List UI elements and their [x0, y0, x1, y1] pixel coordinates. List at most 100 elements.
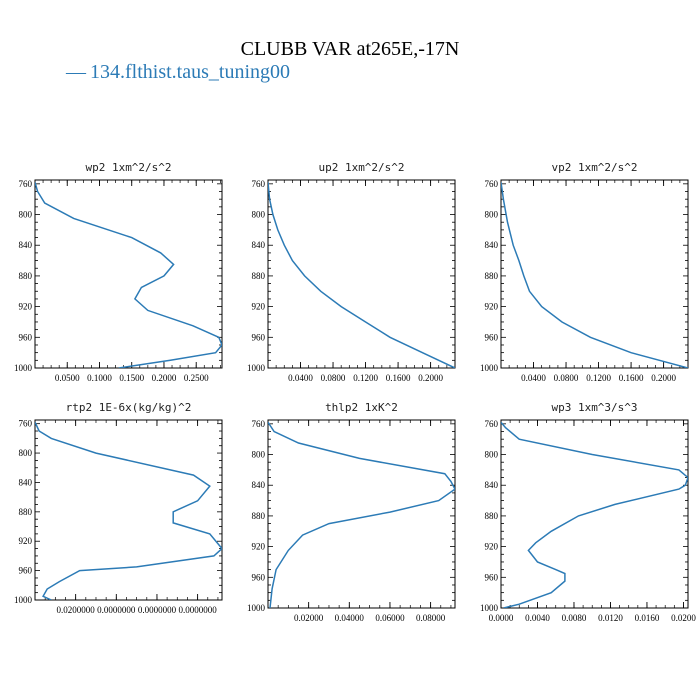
series-line [501, 182, 688, 368]
panel-1: wp2 1xm^2/s^2 760 800 840 880 920 960 1000 0.050… [14, 161, 223, 383]
x-tick-label: 0.2000 [152, 373, 177, 383]
x-tick-label: 0.0500 [55, 373, 80, 383]
panel-frame [34, 419, 223, 601]
x-tick-label: 0.1500 [119, 373, 144, 383]
y-tick-label: 800 [485, 450, 499, 460]
y-tick-label: 960 [19, 332, 33, 342]
y-tick-label: 840 [19, 240, 33, 250]
x-tick-label: 0.1200 [353, 373, 378, 383]
y-tick-label: 880 [252, 511, 266, 521]
y-tick-label: 1000 [247, 363, 266, 373]
x-tick-label: 0.06000 [375, 613, 405, 623]
x-tick-label: 0.0000000 [178, 605, 217, 615]
y-tick-label: 1000 [14, 363, 33, 373]
x-tick-label: 0.2500 [184, 373, 209, 383]
y-tick-label: 760 [19, 419, 33, 429]
panel-title: thlp2 1xK^2 [325, 401, 398, 414]
x-tick-label: 0.1600 [619, 373, 644, 383]
y-tick-label: 920 [485, 302, 499, 312]
y-tick-label: 840 [485, 480, 499, 490]
y-tick-label: 760 [252, 179, 266, 189]
y-tick-label: 880 [485, 511, 499, 521]
x-tick-label: 0.0120 [598, 613, 623, 623]
x-tick-label: 0.0000 [489, 613, 514, 623]
x-tick-label: 0.0000000 [97, 605, 136, 615]
y-tick-label: 840 [252, 240, 266, 250]
y-tick-label: 960 [19, 566, 33, 576]
panel-frame [500, 419, 689, 609]
y-tick-label: 880 [252, 271, 266, 281]
panel-frame [500, 179, 689, 369]
x-tick-label: 0.04000 [335, 613, 365, 623]
y-tick-label: 760 [252, 419, 266, 429]
y-tick-label: 840 [252, 480, 266, 490]
x-tick-label: 0.0400 [288, 373, 313, 383]
y-tick-label: 800 [485, 210, 499, 220]
panels: wp2 1xm^2/s^2 760 800 840 880 920 960 1000 0.050… [14, 161, 696, 623]
y-tick-label: 840 [19, 477, 33, 487]
y-tick-label: 760 [19, 179, 33, 189]
y-tick-label: 1000 [480, 603, 499, 613]
x-tick-label: 0.1000 [87, 373, 112, 383]
panel-title: up2 1xm^2/s^2 [318, 161, 404, 174]
panel-4: rtp2 1E-6x(kg/kg)^2 760 800 840 880 920 960 100… [14, 401, 223, 615]
x-tick-label: 0.02000 [294, 613, 324, 623]
panel-title: wp2 1xm^2/s^2 [85, 161, 171, 174]
y-tick-label: 800 [19, 210, 33, 220]
x-tick-label: 0.0200000 [57, 605, 96, 615]
y-tick-label: 920 [485, 542, 499, 552]
y-tick-label: 920 [252, 302, 266, 312]
x-tick-label: 0.0040 [525, 613, 550, 623]
panel-6: wp3 1xm^3/s^3 760 800 840 880 920 960 10000.000… [480, 401, 696, 623]
panel-title: wp3 1xm^3/s^3 [551, 401, 637, 414]
x-tick-label: 0.0160 [635, 613, 660, 623]
y-tick-label: 960 [485, 572, 499, 582]
x-tick-label: 0.0000000 [138, 605, 177, 615]
x-tick-label: 0.2000 [418, 373, 443, 383]
panel-frame [267, 179, 456, 369]
x-tick-label: 0.08000 [416, 613, 446, 623]
y-tick-label: 960 [485, 332, 499, 342]
x-tick-label: 0.0080 [562, 613, 587, 623]
series-line [268, 182, 455, 368]
legend-line-glyph: — [65, 61, 87, 83]
y-tick-label: 1000 [247, 603, 266, 613]
y-tick-label: 960 [252, 332, 266, 342]
x-tick-label: 0.0800 [554, 373, 579, 383]
y-tick-label: 880 [19, 507, 33, 517]
y-tick-label: 840 [485, 240, 499, 250]
y-tick-label: 1000 [480, 363, 499, 373]
y-tick-label: 1000 [14, 595, 33, 605]
series-line [501, 421, 688, 608]
y-tick-label: 960 [252, 572, 266, 582]
series-line [35, 182, 222, 368]
panel-frame [267, 419, 456, 609]
y-tick-label: 920 [19, 536, 33, 546]
y-tick-label: 800 [252, 210, 266, 220]
x-tick-label: 0.0200 [671, 613, 696, 623]
panel-frame [34, 179, 223, 369]
y-tick-label: 920 [19, 302, 33, 312]
panel-title: rtp2 1E-6x(kg/kg)^2 [66, 401, 192, 414]
x-tick-label: 0.1200 [586, 373, 611, 383]
panel-5: thlp2 1xK^2 760 800 840 880 920 960 1000 0.02000… [247, 401, 456, 623]
panel-2: up2 1xm^2/s^2 760 800 840 880 920 960 1000 0.040… [247, 161, 456, 383]
y-tick-label: 760 [485, 419, 499, 429]
x-tick-label: 0.0400 [521, 373, 546, 383]
x-tick-label: 0.1600 [386, 373, 411, 383]
figure-title: CLUBB VAR at265E,-17N [241, 38, 460, 60]
y-tick-label: 880 [485, 271, 499, 281]
legend: — 134.flthist.taus_tuning00 [65, 61, 290, 83]
legend-label: 134.flthist.taus_tuning00 [90, 61, 290, 83]
x-tick-label: 0.0800 [321, 373, 346, 383]
series-line [35, 421, 222, 600]
y-tick-label: 800 [252, 450, 266, 460]
y-tick-label: 880 [19, 271, 33, 281]
y-tick-label: 800 [19, 448, 33, 458]
panel-3: vp2 1xm^2/s^2 760 800 840 880 920 960 1000 0.040… [480, 161, 689, 383]
series-line [268, 421, 455, 608]
y-tick-label: 760 [485, 179, 499, 189]
panel-title: vp2 1xm^2/s^2 [551, 161, 637, 174]
y-tick-label: 920 [252, 542, 266, 552]
